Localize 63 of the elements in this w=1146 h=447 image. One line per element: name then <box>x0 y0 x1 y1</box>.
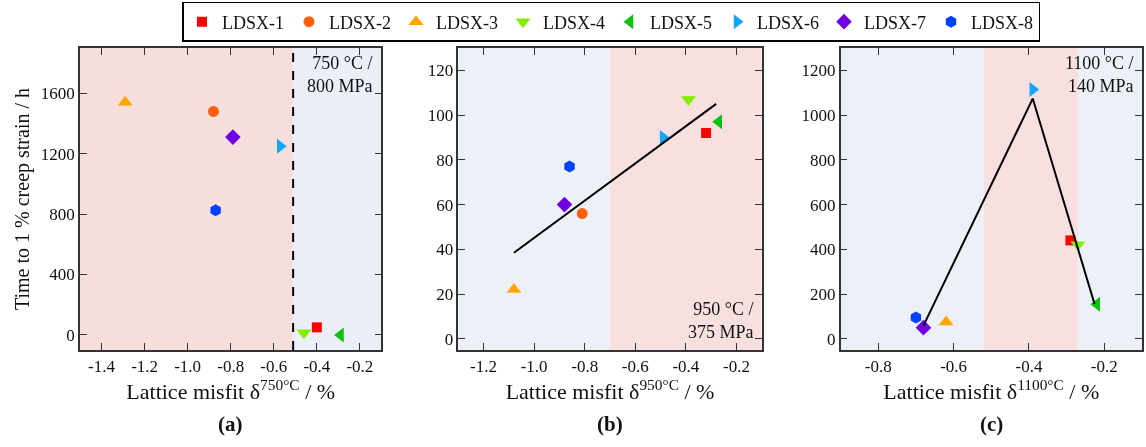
point <box>225 129 241 145</box>
y-tick-label: 1600 <box>40 84 75 104</box>
legend-label: LDSX-7 <box>864 12 926 33</box>
point <box>556 196 573 213</box>
y-tick-label: 600 <box>809 195 836 215</box>
y-tick-label: 0 <box>444 329 454 349</box>
y-tick-label: 800 <box>49 205 75 225</box>
x-tick-label: -0.2 <box>722 357 750 377</box>
y-tick-label: 40 <box>436 240 454 260</box>
legend-label: LDSX-2 <box>329 12 391 33</box>
legend-label: LDSX-5 <box>650 12 712 33</box>
point <box>207 105 219 117</box>
x-tick-label: -1.4 <box>88 357 116 377</box>
y-tick-label: 1000 <box>801 106 836 126</box>
x-tick-label: -1.2 <box>470 357 498 377</box>
text: (a) <box>218 412 243 436</box>
x-tick-label: -0.6 <box>621 357 649 377</box>
y-tick-label: 100 <box>427 106 454 126</box>
y-tick-label: 0 <box>66 325 75 345</box>
x-tick-label: -0.6 <box>940 357 968 377</box>
x-tick-label: -0.6 <box>260 357 288 377</box>
y-axis-title: Time to 1 % creep strain / h <box>10 87 34 311</box>
x-tick-label: -0.8 <box>864 357 892 377</box>
annotation: 750 °C / 800 MPa <box>307 53 373 97</box>
annotation: 950 °C / 375 MPa <box>688 299 754 343</box>
y-tick-label: 120 <box>427 61 454 81</box>
x-axis-title: Lattice misfit δ$^{1100°C}$ / % <box>883 376 1100 405</box>
y-tick-label: 60 <box>436 195 454 215</box>
x-tick-label: -0.4 <box>672 357 700 377</box>
y-tick-label: 200 <box>809 285 836 305</box>
x-tick-label: -0.4 <box>303 357 331 377</box>
legend-label: LDSX-6 <box>757 12 819 33</box>
point <box>576 208 588 220</box>
point <box>910 311 922 324</box>
y-tick-label: 20 <box>436 285 454 305</box>
x-tick-label: -1.0 <box>174 357 202 377</box>
x-tick-label: -0.4 <box>1015 357 1043 377</box>
text: (b) <box>597 412 623 436</box>
x-tick-label: -0.2 <box>1090 357 1118 377</box>
y-tick-label: 1200 <box>801 61 836 81</box>
legend-label: LDSX-3 <box>436 12 498 33</box>
x-tick-label: -0.2 <box>346 357 374 377</box>
y-tick-label: 400 <box>809 240 836 260</box>
y-tick-label: 0 <box>826 329 836 349</box>
legend-label: LDSX-8 <box>971 12 1033 33</box>
point <box>701 128 712 139</box>
point <box>564 160 575 173</box>
y-tick-label: 80 <box>436 150 454 170</box>
x-tick-label: -1.0 <box>520 357 548 377</box>
point <box>210 204 221 217</box>
y-tick-label: 400 <box>49 265 75 285</box>
text: (c) <box>980 412 1004 436</box>
point <box>311 322 322 333</box>
legend-label: LDSX-1 <box>222 12 284 33</box>
x-tick-label: -1.2 <box>131 357 159 377</box>
y-tick-label: 800 <box>809 150 836 170</box>
x-tick-label: -0.8 <box>217 357 245 377</box>
x-axis-title: Lattice misfit δ$^{750°C}$ / % <box>126 376 336 405</box>
legend-label: LDSX-4 <box>543 12 605 33</box>
y-tick-label: 1200 <box>40 144 75 164</box>
annotation: 1100 °C / 140 MPa <box>1065 53 1134 97</box>
x-axis-title: Lattice misfit δ$^{950°C}$ / % <box>505 376 715 405</box>
x-tick-label: -0.8 <box>571 357 599 377</box>
